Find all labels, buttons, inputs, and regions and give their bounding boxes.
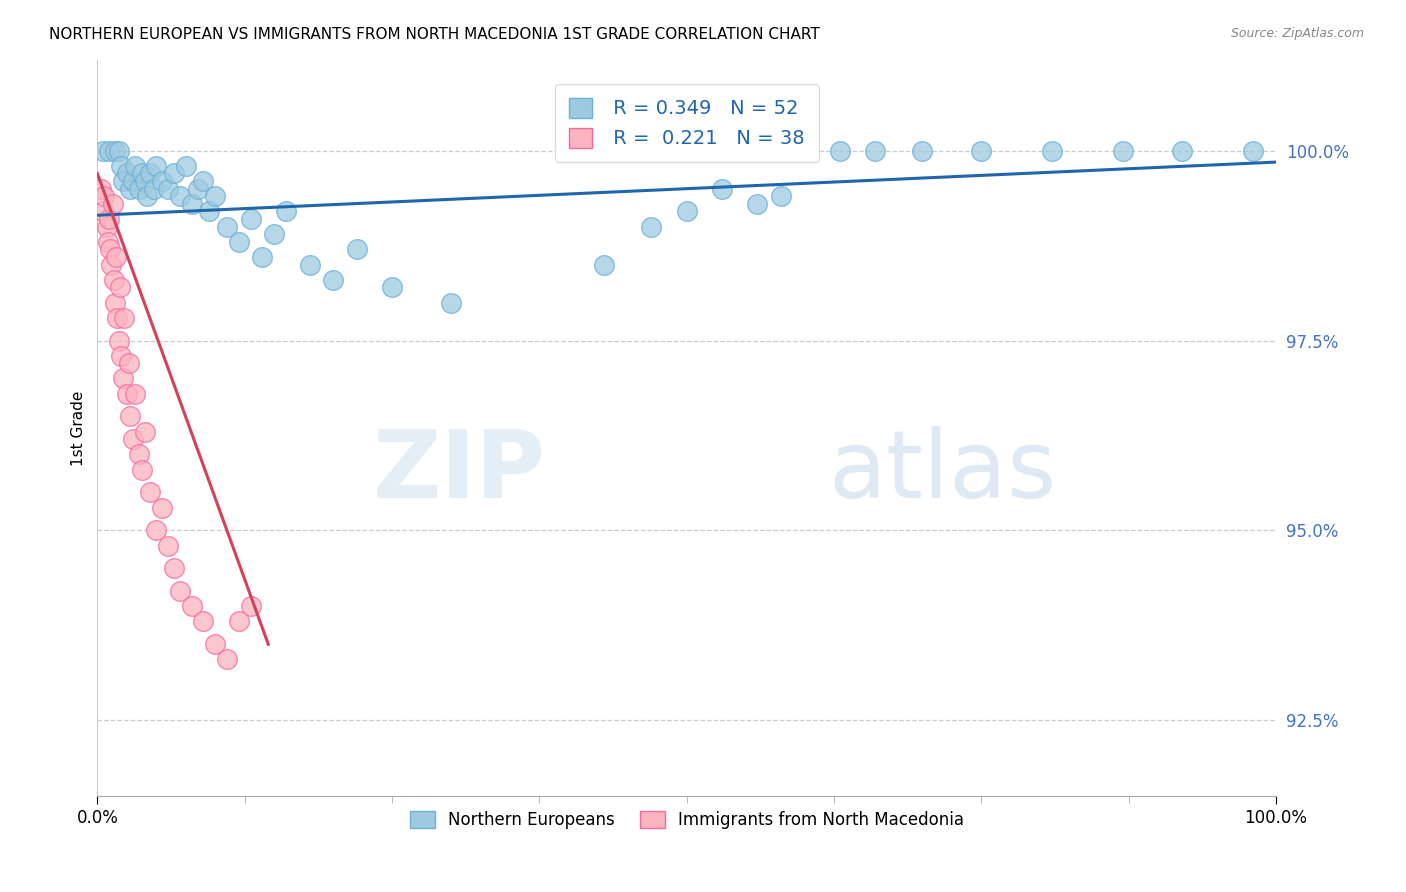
Point [163,166,186,180]
Point [145,524,167,538]
Point [298,258,321,272]
Point [98,243,121,257]
Point [118,356,141,370]
Point [93,189,115,203]
Point [169,584,191,599]
Point [865,144,887,158]
Point [110,159,132,173]
Text: atlas: atlas [828,426,1056,518]
Point [104,144,127,158]
Point [1241,144,1264,158]
Point [97,235,120,249]
Point [440,295,463,310]
Point [98,144,121,158]
Point [239,599,262,614]
Point [135,189,157,203]
Y-axis label: 1st Grade: 1st Grade [72,390,86,466]
Point [828,144,851,158]
Point [228,615,250,629]
Point [174,159,197,173]
Point [124,386,146,401]
Point [180,599,202,614]
Point [121,432,143,446]
Point [90,182,112,196]
Point [163,561,186,575]
Point [145,159,167,173]
Point [593,258,616,272]
Point [169,189,191,203]
Point [105,310,128,325]
Point [198,204,221,219]
Point [711,182,734,196]
Point [114,310,136,325]
Text: ZIP: ZIP [373,426,546,518]
Point [747,197,769,211]
Point [150,500,173,515]
Point [120,409,142,424]
Point [124,159,146,173]
Point [101,197,124,211]
Point [215,652,238,666]
Point [1171,144,1194,158]
Point [131,166,153,180]
Point [769,189,792,203]
Point [911,144,934,158]
Point [139,485,162,500]
Point [252,250,274,264]
Point [107,144,129,158]
Point [121,174,143,188]
Point [96,219,118,234]
Point [105,250,128,264]
Point [180,197,202,211]
Point [970,144,993,158]
Point [215,219,238,234]
Point [204,637,226,651]
Point [346,243,368,257]
Point [112,174,135,188]
Point [139,166,162,180]
Point [640,219,662,234]
Point [120,182,142,196]
Point [91,204,114,219]
Point [239,212,262,227]
Point [157,182,180,196]
Point [104,295,127,310]
Point [1112,144,1135,158]
Point [112,371,135,385]
Point [128,182,150,196]
Point [103,273,125,287]
Point [107,334,129,348]
Point [91,144,114,158]
Point [204,189,226,203]
Point [134,425,156,439]
Point [98,212,121,227]
Point [193,174,215,188]
Point [142,182,165,196]
Point [274,204,297,219]
Point [1040,144,1063,158]
Point [131,462,153,476]
Legend: Northern Europeans, Immigrants from North Macedonia: Northern Europeans, Immigrants from Nort… [404,804,970,836]
Point [115,166,138,180]
Point [110,349,132,363]
Text: NORTHERN EUROPEAN VS IMMIGRANTS FROM NORTH MACEDONIA 1ST GRADE CORRELATION CHART: NORTHERN EUROPEAN VS IMMIGRANTS FROM NOR… [49,27,820,42]
Point [157,539,180,553]
Point [115,386,138,401]
Point [100,258,122,272]
Text: Source: ZipAtlas.com: Source: ZipAtlas.com [1230,27,1364,40]
Point [263,227,285,242]
Point [322,273,344,287]
Point [108,280,131,294]
Point [193,615,215,629]
Point [675,204,697,219]
Point [150,174,173,188]
Point [187,182,209,196]
Point [381,280,404,294]
Point [134,174,156,188]
Point [128,447,150,461]
Point [228,235,250,249]
